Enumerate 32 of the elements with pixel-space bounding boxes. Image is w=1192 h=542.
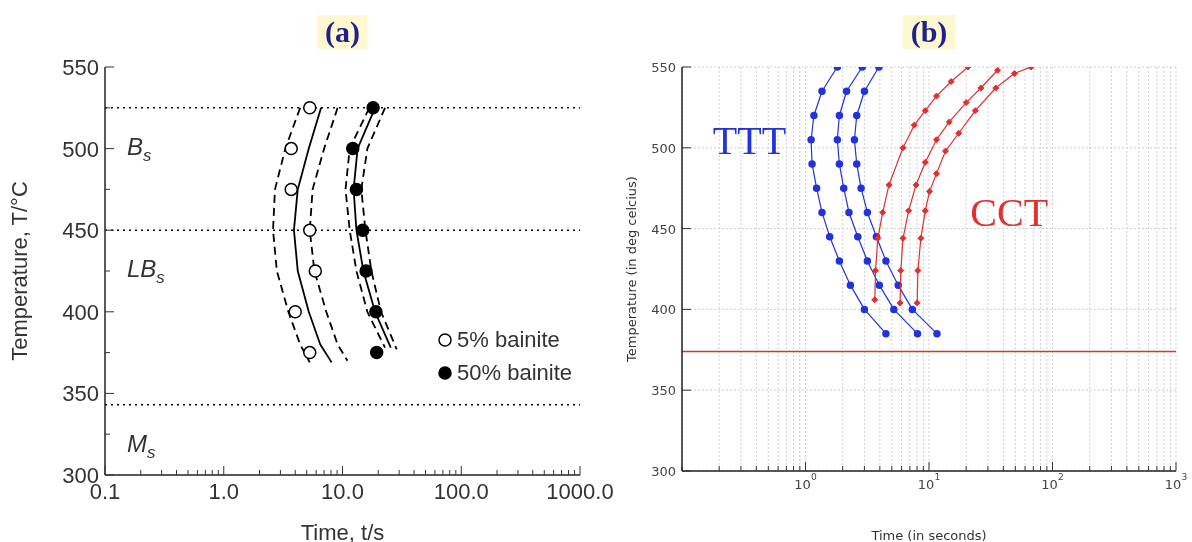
y-tick-label: 550 (62, 54, 99, 80)
y-tick-label: 550 (651, 59, 676, 75)
y-tick-label: 450 (651, 221, 676, 237)
x-tick-label: 100.0 (433, 479, 489, 504)
x-tick-label: 1.0 (208, 479, 240, 504)
legend-label: 50% bainite (457, 359, 572, 387)
x-axis-title: Time (in seconds) (870, 528, 987, 542)
x-tick-label: 1000.0 (546, 479, 614, 504)
x-axis-title: Time, t/s (300, 520, 385, 542)
x-tick-label: 10$^{2}$ (1041, 472, 1064, 492)
x-tick-label: 10$^{0}$ (794, 472, 817, 492)
y-tick-label: 450 (62, 217, 99, 243)
chart-title: (b) (902, 15, 956, 49)
y-axis-title: Temperature, T/°C (7, 181, 33, 361)
y-tick-label: 300 (651, 463, 676, 479)
y-tick-label: 400 (651, 301, 676, 317)
ref-line-label: B$_{s}$ (127, 132, 153, 165)
y-tick-label: 350 (62, 380, 99, 406)
ref-line-label: M$_{s}$ (127, 429, 156, 462)
chart-title: (a) (317, 15, 368, 49)
legend-label: 5% bainite (457, 326, 560, 354)
y-tick-label: 500 (62, 136, 99, 162)
y-tick-label: 400 (62, 299, 99, 325)
ref-line-label: LB$_{s}$ (127, 254, 166, 288)
y-tick-label: 350 (651, 382, 676, 398)
series-label: CCT (970, 188, 1049, 236)
x-tick-label: 10$^{3}$ (1164, 472, 1188, 492)
x-tick-label: 10$^{1}$ (917, 472, 941, 492)
x-tick-label: 10.0 (321, 479, 364, 504)
y-tick-label: 500 (651, 140, 676, 156)
series-label: TTT (712, 116, 787, 164)
y-axis-title: Temperature (in deg celcius) (624, 176, 640, 363)
